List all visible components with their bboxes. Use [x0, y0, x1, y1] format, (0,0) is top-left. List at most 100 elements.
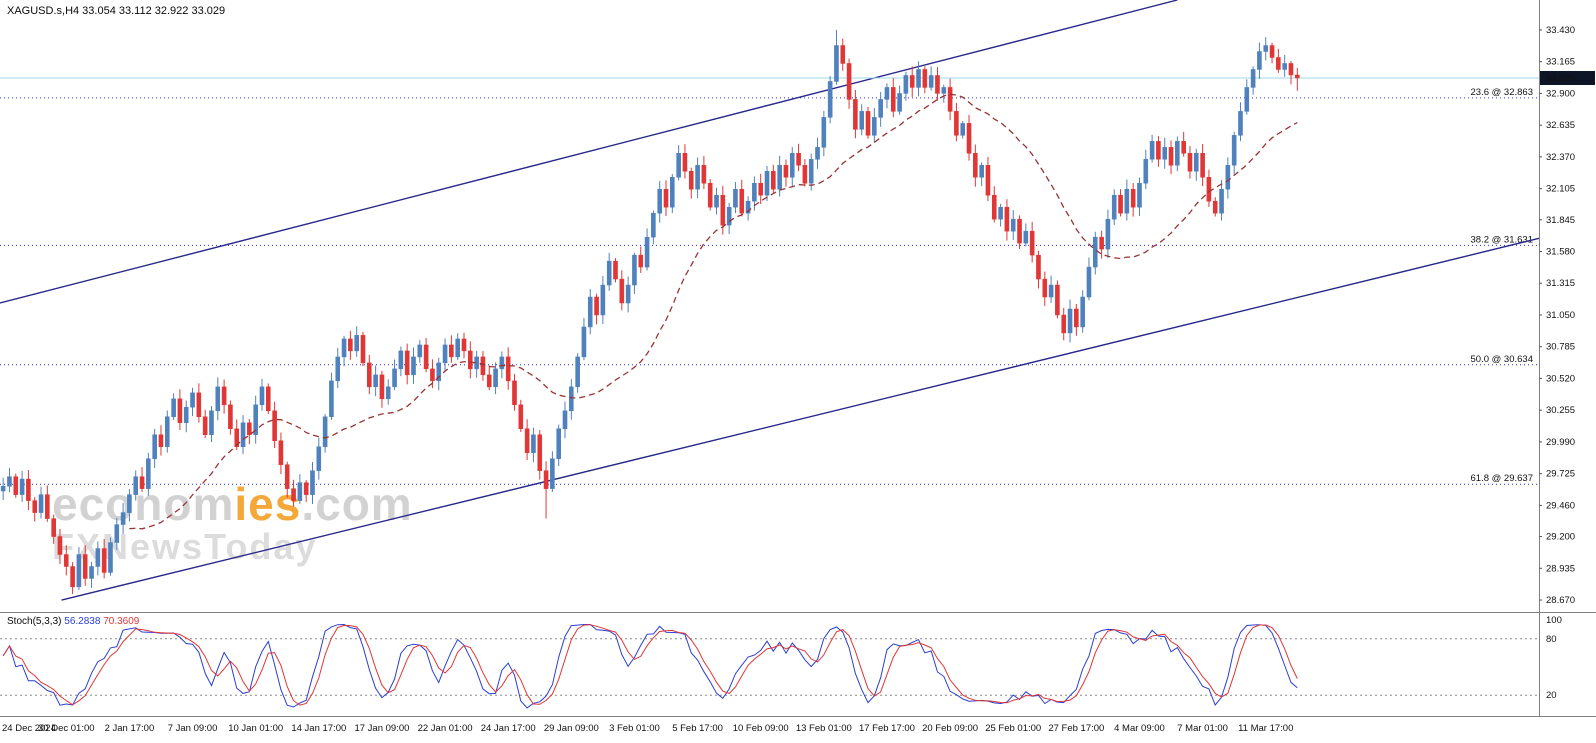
candle-body: [1023, 230, 1029, 244]
candle-body: [1162, 147, 1168, 160]
candle-body: [1225, 165, 1231, 190]
candle-body: [1294, 74, 1300, 79]
candle-body: [941, 87, 947, 94]
candle-body: [1244, 87, 1250, 112]
candle-body: [354, 335, 359, 352]
candle-body: [1200, 153, 1205, 178]
candle-body: [802, 165, 808, 184]
candle-body: [714, 194, 719, 208]
candle-body: [461, 338, 467, 352]
candle-body: [783, 165, 789, 178]
candle-body: [764, 171, 770, 196]
candle-body: [1130, 188, 1136, 208]
candle-body: [158, 434, 164, 447]
candle-body: [7, 476, 12, 487]
date-tick-label: 11 Mar 17:00: [1238, 723, 1293, 734]
candle-body: [859, 111, 865, 130]
candle-body: [827, 81, 833, 118]
candle-body: [543, 470, 549, 489]
candle-body: [82, 554, 88, 579]
price-tick-label: 31.315: [1546, 278, 1575, 289]
price-tick-label: 32.370: [1546, 152, 1575, 163]
candle-body: [1276, 57, 1281, 70]
date-tick-label: 5 Feb 17:00: [672, 723, 723, 734]
candle-body: [114, 524, 120, 543]
date-tick-label: 17 Feb 17:00: [859, 723, 915, 734]
price-tick-label: 31.580: [1546, 247, 1575, 258]
candle-body: [449, 344, 454, 358]
candle-body: [1143, 159, 1149, 184]
candle-body: [808, 159, 814, 184]
candle-body: [202, 416, 208, 435]
candle-body: [120, 512, 126, 525]
date-tick-label: 10 Feb 09:00: [733, 723, 789, 734]
candle-body: [707, 182, 713, 208]
candle-body: [1080, 296, 1085, 328]
price-badge-bg: [1540, 71, 1595, 85]
candle-body: [505, 356, 511, 382]
candle-body: [960, 123, 966, 136]
stoch-scale-label: 80: [1546, 634, 1557, 645]
stoch-signal-line: [2, 624, 1298, 706]
stochastic-pane: 100 80 20: [0, 615, 1562, 709]
candle-body: [524, 428, 530, 453]
candle-body: [89, 566, 94, 579]
candle-body: [348, 338, 353, 352]
candle-body: [1074, 308, 1079, 328]
candle-body: [739, 188, 745, 214]
candle-body: [468, 350, 473, 370]
candle-body: [379, 374, 385, 400]
candle-body: [872, 117, 877, 136]
fib-level-label: 38.2 @ 31.631: [1471, 234, 1533, 245]
fib-level-label: 61.8 @ 29.637: [1471, 473, 1533, 484]
date-tick-label: 27 Feb 17:00: [1048, 723, 1104, 734]
price-tick-label: 33.165: [1546, 57, 1575, 68]
candle-body: [600, 284, 606, 316]
date-tick-label: 17 Jan 09:00: [354, 723, 409, 734]
candle-body: [373, 374, 378, 388]
candle-body: [1231, 135, 1237, 166]
price-tick-label: 31.845: [1546, 215, 1575, 226]
candle-body: [613, 260, 618, 280]
candle-body: [259, 386, 265, 406]
stoch-value-main: 56.2838: [64, 616, 101, 627]
candle-body: [385, 386, 391, 400]
candle-body: [884, 87, 890, 100]
date-tick-label: 24 Jan 17:00: [481, 723, 536, 734]
candle-body: [928, 75, 934, 88]
candle-body: [973, 153, 978, 178]
candle-body: [676, 153, 681, 178]
price-tick-label: 29.725: [1546, 469, 1575, 480]
candle-body: [221, 386, 227, 406]
date-tick-label: 30 Dec 01:00: [38, 723, 95, 734]
price-badge-value: 33.029: [1546, 74, 1575, 85]
price-tick-label: 33.430: [1546, 25, 1575, 36]
date-tick-label: 4 Mar 09:00: [1114, 723, 1165, 734]
candle-body: [70, 566, 75, 588]
candle-body: [360, 335, 366, 364]
candle-body: [796, 153, 801, 166]
candle-body: [499, 356, 505, 370]
candle-body: [512, 380, 517, 406]
candle-body: [1269, 45, 1275, 58]
candle-body: [272, 410, 277, 441]
candle-body: [1124, 188, 1130, 214]
candle-body: [1250, 69, 1256, 88]
candle-body: [846, 63, 852, 100]
candle-body: [771, 171, 776, 190]
price-tick-label: 31.050: [1546, 310, 1575, 321]
candle-body: [1067, 308, 1073, 334]
date-tick-label: 7 Jan 09:00: [168, 723, 218, 734]
candle-body: [183, 406, 189, 424]
candle-body: [1175, 141, 1180, 166]
candle-body: [556, 428, 561, 459]
channel-upper-line: [0, 0, 1178, 304]
candle-body: [101, 548, 107, 573]
candle-body: [486, 374, 492, 388]
candle-body: [63, 554, 69, 567]
candle-body: [625, 284, 631, 304]
price-tick-label: 32.900: [1546, 88, 1575, 99]
candle-body: [1086, 266, 1092, 298]
